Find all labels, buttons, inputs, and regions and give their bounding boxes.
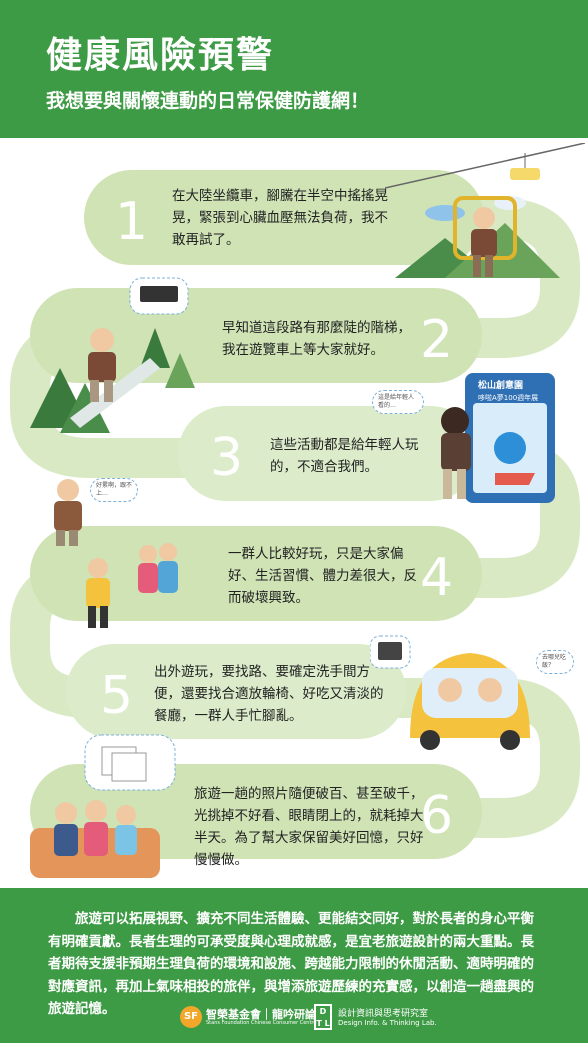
lab-logo-name: 設計資訊與思考研究室 <box>338 1009 429 1019</box>
winding-track <box>10 198 580 838</box>
step-5-text: 出外遊玩，要找路、要確定洗手間方便，還要找合適放輪椅、好吃又清淡的餐廳，一群人手… <box>154 664 384 724</box>
step-6-text: 旅遊一趟的照片隨便破百、甚至破千，光挑掉不好看、眼睛閉上的，就耗掉大半天。為了幫… <box>194 786 424 868</box>
step-1-number: 1 <box>115 192 149 252</box>
sign-illustration <box>441 373 555 503</box>
sf-logo-mark: SF <box>180 1006 202 1028</box>
step-1-band <box>84 170 484 265</box>
step-2-text: 早知道這段路有那麼陡的階梯，我在遊覽車上等大家就好。 <box>222 320 411 358</box>
page-title: 健康風險預警 <box>46 35 275 76</box>
photos-illustration <box>30 734 176 878</box>
page-subtitle: 我想要與關懷連動的日常保健防護網！ <box>46 90 370 112</box>
cable-car-illustration <box>385 143 585 278</box>
step-2-number: 2 <box>420 310 454 370</box>
steps-section: 1 在大陸坐纜車，腳騰在半空中搖搖晃晃，緊張到心臟血壓無法負荷，我不敢再試了。 … <box>0 138 588 888</box>
car-illustration <box>370 635 530 750</box>
lab-logo-mark: D T L <box>314 1004 332 1030</box>
step-4-text: 一群人比較好玩，只是大家偏好、生活習慣、體力差很大，反而破壞興致。 <box>228 546 417 606</box>
step-5-band <box>66 644 406 739</box>
logo-bar: SF 智榮基金會｜龍吟研論 Stans Foundation Chinese C… <box>180 1004 440 1034</box>
summary-footer: 旅遊可以拓展視野、擴充不同生活體驗、更能結交同好，對於長者的身心平衡有明確貢獻。… <box>0 888 588 1043</box>
sf-logo-name: 智榮基金會｜龍吟研論 <box>206 1008 316 1021</box>
group-illustration <box>54 479 178 628</box>
step-3-text: 這些活動都是給年輕人玩的，不適合我們。 <box>270 437 419 475</box>
step-5-number: 5 <box>100 666 134 726</box>
sf-logo-english: Stans Foundation Chinese Consumer Centre <box>206 1020 317 1026</box>
step-3-band <box>178 406 478 501</box>
summary-text: 旅遊可以拓展視野、擴充不同生活體驗、更能結交同好，對於長者的身心平衡有明確貢獻。… <box>48 911 534 1017</box>
header-banner: 健康風險預警 我想要與關懷連動的日常保健防護網！ <box>0 0 588 138</box>
step-3-speech-bubble: 這是給年輕人看的… <box>372 390 424 414</box>
step-5-speech-bubble: 去哪兒吃飯？ <box>536 650 574 674</box>
sign-badge: 哆啦A夢100週年展 <box>478 394 539 402</box>
step-1-text: 在大陸坐纜車，腳騰在半空中搖搖晃晃，緊張到心臟血壓無法負荷，我不敢再試了。 <box>172 188 388 248</box>
stairs-illustration <box>30 277 195 433</box>
sign-title: 松山創意園 <box>478 381 524 391</box>
step-4-number: 4 <box>420 548 454 608</box>
lab-logo-english: Design Info. & Thinking Lab. <box>338 1019 437 1027</box>
step-6-number: 6 <box>420 786 454 846</box>
step-4-speech-bubble: 好累啊，跟不上… <box>90 478 138 502</box>
step-3-number: 3 <box>210 428 244 488</box>
